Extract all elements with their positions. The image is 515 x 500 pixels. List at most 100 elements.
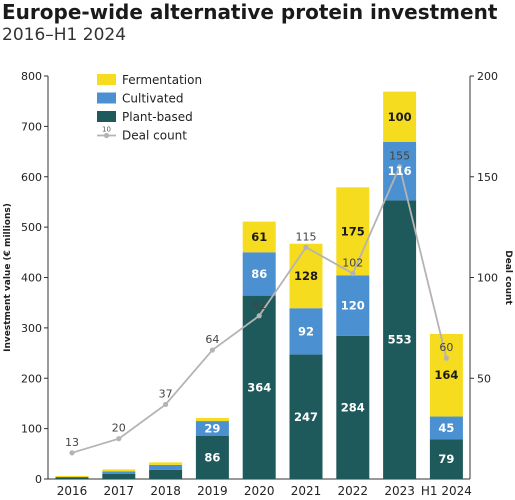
deal-count-point [256, 313, 262, 319]
bar-fermentation [383, 91, 417, 142]
bar-plant-based [149, 469, 183, 479]
deal-count-point [163, 401, 169, 408]
bar-value-label: 116 [388, 164, 412, 178]
y2-axis-label: Deal count [503, 250, 513, 305]
bar-value-label: 86 [251, 267, 267, 281]
y-tick-label: 600 [21, 171, 42, 184]
bar-value-label: 92 [298, 324, 314, 338]
legend-deal-marker-label: 10 [102, 126, 111, 134]
deal-count-line [69, 163, 449, 456]
bar-fermentation [429, 333, 463, 417]
bar-fermentation [289, 243, 323, 309]
bar-cultivated [102, 471, 136, 474]
deal-count-label: 155 [389, 150, 410, 163]
bar-cultivated [289, 308, 323, 355]
bar-value-label: 247 [294, 410, 318, 424]
x-tick-label: 2022 [338, 484, 369, 498]
chart-title: Europe-wide alternative protein investme… [2, 0, 498, 24]
legend-swatch [97, 92, 116, 104]
deal-count-point [69, 450, 75, 456]
bar-plant-based [336, 335, 370, 479]
deal-count-point [303, 244, 309, 250]
deal-count-label: 102 [342, 256, 363, 269]
deal-count-label: 81 [252, 299, 266, 312]
bar-value-label: 120 [341, 299, 365, 313]
bar-plant-based [55, 477, 89, 479]
bar-cultivated [242, 252, 276, 296]
bar-value-label: 45 [438, 421, 454, 435]
deal-count-point [209, 347, 215, 353]
y2-tick-label: 100 [477, 272, 498, 285]
deal-count-point [116, 436, 122, 442]
legend-label: Plant-based [122, 110, 193, 124]
bar-fermentation [55, 475, 89, 477]
bar-plant-based [102, 473, 136, 479]
chart-legend: Fermentation Cultivated Plant-based 10 Deal … [97, 73, 202, 143]
chart-bars [55, 91, 463, 479]
bar-plant-based [289, 354, 323, 479]
deal-count-label: 60 [439, 341, 453, 354]
y-tick-label: 700 [21, 120, 42, 133]
bar-cultivated [336, 275, 370, 336]
bar-value-label: 364 [247, 380, 271, 394]
deal-count-label: 64 [205, 333, 219, 346]
bar-value-label: 29 [204, 421, 220, 435]
y-tick-label: 300 [21, 322, 42, 335]
y2-tick-label: 150 [477, 171, 498, 184]
legend-label: Deal count [122, 129, 187, 143]
deal-count-point [443, 355, 449, 361]
x-tick-label: 2017 [104, 484, 135, 498]
bar-value-label: 175 [341, 224, 365, 238]
bar-value-label: 284 [341, 400, 365, 414]
bar-value-label: 553 [388, 333, 412, 347]
bar-fermentation [149, 462, 183, 465]
bar-fermentation [102, 469, 136, 472]
x-tick-label: 2019 [197, 484, 228, 498]
bar-fermentation [242, 221, 276, 253]
chart-labels: 86 29 364 86 61 247 92 128 284 120 175 553 116 100 79 4… [65, 110, 458, 466]
bar-plant-based [242, 295, 276, 479]
y-tick-label: 500 [21, 221, 42, 234]
bar-value-label: 61 [251, 230, 267, 244]
legend-swatch [97, 74, 116, 85]
deal-count-label: 115 [296, 230, 317, 243]
bar-fermentation [195, 418, 229, 422]
chart-axes: 0 100 200 300 400 500 600 700 800 50 100 150 200 Inve… [3, 70, 513, 498]
deal-count-label: 13 [65, 436, 79, 449]
bar-value-label: 128 [294, 269, 318, 283]
legend-deal-point [103, 132, 110, 139]
bar-plant-based [429, 439, 463, 479]
x-tick-label: 2023 [384, 484, 415, 498]
legend-swatch [97, 111, 116, 122]
y-tick-label: 400 [21, 272, 42, 285]
legend-label: Fermentation [122, 73, 202, 87]
bar-cultivated [149, 464, 183, 470]
y2-tick-label: 200 [477, 70, 498, 83]
bar-plant-based [383, 200, 417, 479]
y-tick-label: 200 [21, 372, 42, 385]
bar-cultivated [195, 421, 229, 436]
bar-value-label: 86 [204, 450, 220, 464]
bar-fermentation [336, 187, 370, 276]
bar-value-label: 100 [388, 110, 412, 124]
y-tick-label: 800 [21, 70, 42, 83]
chart-subtitle: 2016–H1 2024 [2, 25, 127, 45]
bar-plant-based [195, 435, 229, 479]
bar-cultivated [429, 416, 463, 440]
bar-value-label: 164 [434, 368, 458, 382]
bar-cultivated [55, 476, 89, 478]
x-tick-label: 2021 [291, 484, 322, 498]
deal-count-point [350, 270, 356, 277]
x-tick-label: 2020 [244, 484, 275, 498]
y-axis-label: Investment value (€ millions) [3, 203, 13, 352]
deal-count-label: 37 [159, 387, 173, 400]
legend-label: Cultivated [122, 92, 184, 106]
deal-count-point [397, 164, 403, 170]
y2-tick-label: 50 [477, 372, 491, 385]
x-tick-label: H1 2024 [421, 484, 472, 498]
bar-value-label: 79 [438, 452, 454, 466]
x-tick-label: 2016 [57, 484, 88, 498]
x-tick-label: 2018 [150, 484, 181, 498]
